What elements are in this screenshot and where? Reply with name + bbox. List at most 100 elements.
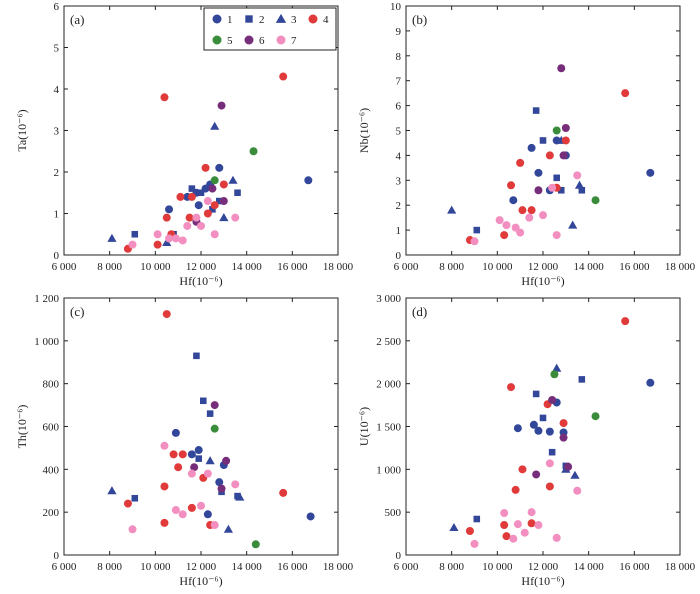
data-point-series-2 (473, 515, 481, 523)
x-tick-label: 8 000 (439, 261, 464, 273)
data-point-series-2 (234, 189, 241, 197)
data-point-series-2 (578, 376, 586, 383)
legend-marker-5 (212, 35, 222, 45)
data-point-series-1 (529, 420, 538, 429)
data-point-series-4 (203, 209, 212, 218)
data-point-series-3 (449, 522, 459, 532)
x-tick-label: 8 000 (97, 261, 122, 273)
data-point-series-4 (201, 163, 210, 172)
data-point-series-1 (306, 512, 315, 521)
x-tick-label: 12 000 (528, 261, 559, 273)
y-tick-label: 2 500 (376, 336, 401, 348)
data-point-series-5 (552, 126, 561, 135)
data-point-series-7 (470, 237, 479, 246)
plot-frame (63, 297, 339, 556)
data-point-series-4 (176, 192, 185, 201)
data-point-series-4 (507, 181, 516, 190)
data-point-series-7 (525, 213, 534, 222)
data-point-series-4 (511, 485, 520, 494)
data-point-series-4 (527, 206, 536, 215)
data-point-series-2 (578, 186, 586, 194)
x-axis-title: Hf(10⁻⁶) (521, 274, 564, 288)
x-axis-title: Hf(10⁻⁶) (179, 274, 222, 288)
data-point-series-7 (539, 211, 547, 220)
data-point-series-6 (559, 151, 568, 160)
y-tick-label: 7 (396, 76, 402, 88)
data-point-series-4 (545, 151, 554, 160)
data-point-series-1 (165, 205, 174, 214)
y-tick-label: 6 (396, 101, 402, 113)
y-tick-label: 3 (54, 126, 60, 138)
data-point-series-2 (206, 410, 214, 417)
y-tick-label: 2 (54, 167, 60, 179)
data-point-series-7 (231, 480, 240, 489)
data-point-series-3 (223, 524, 233, 533)
data-point-series-3 (107, 486, 117, 495)
data-point-series-4 (162, 310, 171, 319)
legend-box (203, 7, 337, 51)
data-point-series-2 (548, 448, 556, 456)
data-point-series-2 (539, 137, 547, 144)
data-point-series-4 (518, 206, 527, 215)
data-point-series-7 (187, 469, 196, 478)
x-tick-label: 18 000 (665, 261, 696, 273)
data-point-series-4 (279, 72, 288, 81)
x-tick-label: 12 000 (528, 561, 559, 573)
x-tick-label: 6 000 (394, 261, 419, 273)
data-point-series-2 (195, 455, 202, 462)
data-point-series-2 (215, 197, 223, 205)
data-point-series-4 (210, 201, 219, 210)
data-point-series-7 (231, 213, 240, 222)
x-tick-label: 16 000 (619, 561, 650, 573)
x-tick-label: 16 000 (277, 261, 308, 273)
y-tick-label: 200 (43, 507, 60, 519)
data-point-series-4 (500, 521, 509, 530)
y-tick-label: 3 000 (376, 293, 401, 305)
data-point-series-6 (217, 484, 226, 493)
y-tick-label: 1 000 (34, 336, 59, 348)
data-point-series-5 (591, 412, 600, 421)
data-point-series-7 (165, 234, 174, 243)
data-point-series-7 (128, 525, 137, 534)
data-point-series-5 (251, 540, 260, 549)
y-tick-label: 0 (396, 550, 402, 562)
x-tick-label: 14 000 (574, 561, 605, 573)
panel-label: (b) (412, 12, 427, 27)
data-point-series-3 (552, 363, 562, 372)
chart-panel-0: 6 000 8 000 10 000 12 000 14 000 16 000 18 000… (15, 1, 354, 288)
y-tick-label: 1 000 (376, 464, 401, 476)
x-tick-label: 16 000 (277, 561, 308, 573)
data-point-series-4 (187, 192, 196, 201)
data-point-series-7 (470, 539, 479, 548)
data-point-series-3 (205, 456, 215, 465)
data-point-series-5 (249, 147, 258, 156)
data-point-series-1 (527, 143, 536, 152)
data-point-series-2 (553, 174, 560, 182)
data-point-series-1 (171, 428, 180, 437)
legend-marker-2 (245, 15, 253, 23)
data-point-series-4 (279, 488, 288, 497)
x-tick-label: 8 000 (439, 561, 464, 573)
data-point-series-4 (500, 231, 509, 240)
y-axis-title: Ta(10⁻⁶) (15, 109, 29, 151)
data-point-series-4 (174, 463, 183, 472)
chart-panel-3: 6 000 8 000 10 000 12 000 14 000 16 000 18 000… (357, 293, 696, 588)
data-point-series-1 (646, 168, 655, 177)
legend: 1 2 3 4 5 6 7 (203, 7, 337, 51)
y-tick-label: 2 (396, 200, 402, 212)
data-point-series-4 (169, 450, 178, 459)
data-point-series-1 (215, 478, 224, 487)
data-point-series-7 (513, 520, 522, 529)
data-point-series-4 (561, 136, 570, 145)
data-point-series-6 (561, 124, 570, 133)
y-tick-label: 9 (396, 26, 402, 38)
legend-label-3: 3 (291, 14, 297, 26)
x-tick-label: 6 000 (52, 561, 77, 573)
data-point-series-7 (197, 221, 205, 230)
data-point-series-4 (621, 317, 630, 326)
data-point-series-6 (222, 456, 231, 465)
legend-label-1: 1 (227, 14, 233, 26)
data-point-series-7 (500, 509, 509, 518)
x-tick-label: 12 000 (186, 561, 217, 573)
data-point-series-1 (187, 450, 196, 459)
